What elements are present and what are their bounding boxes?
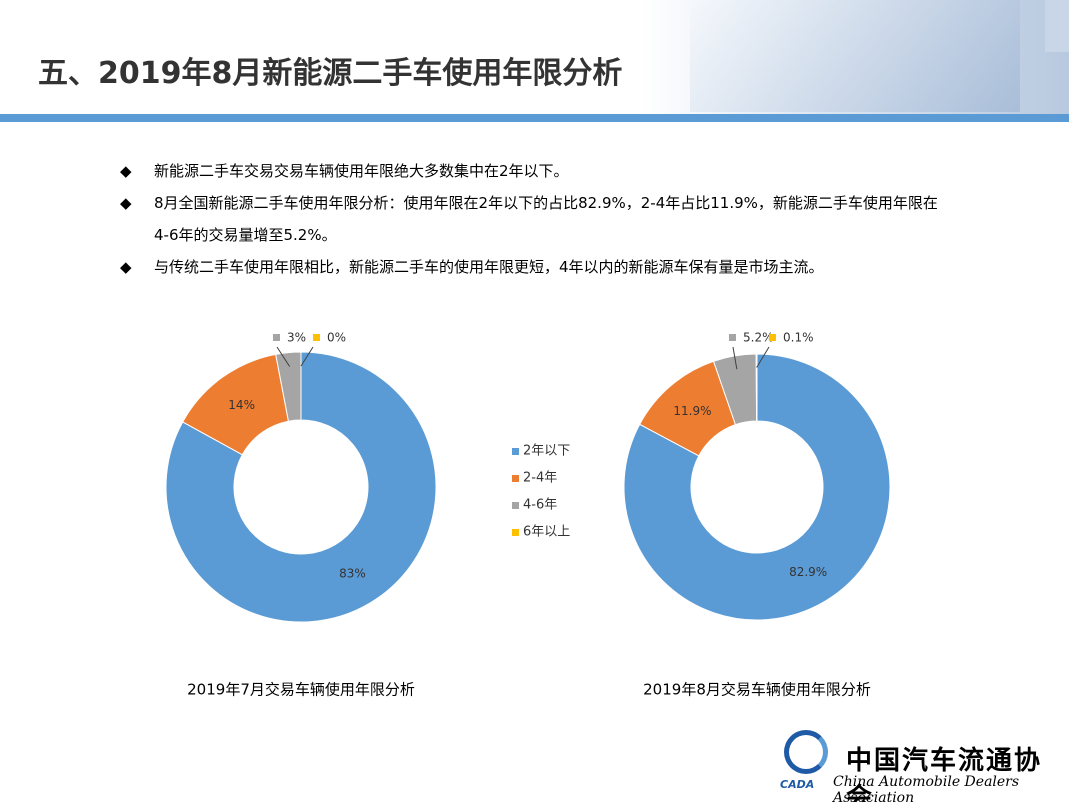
label-key [313, 334, 320, 341]
leader-line [300, 346, 314, 367]
legend-label: 2年以下 [523, 444, 570, 459]
legend-label: 6年以上 [523, 525, 570, 540]
header-image [690, 0, 1020, 112]
legend-key [512, 448, 519, 455]
data-label: 0.1% [783, 331, 814, 345]
header-background [0, 0, 1069, 118]
chart-caption: 2019年8月交易车辆使用年限分析 [643, 681, 871, 699]
leader-line [756, 346, 770, 368]
leader-line [276, 346, 291, 367]
label-key [729, 334, 736, 341]
slide-title: 五、2019年8月新能源二手车使用年限分析 [38, 56, 623, 91]
bullet: 与传统二手车使用年限相比，新能源二手车的使用年限更短，4年以内的新能源车保有量是… [120, 251, 950, 283]
legend-label: 2-4年 [523, 471, 557, 486]
data-label: 14% [228, 398, 255, 412]
slice [623, 353, 891, 621]
leader-line [732, 346, 738, 370]
org-name-en: China Automobile Dealers Association [833, 774, 1020, 802]
bullet: 8月全国新能源二手车使用年限分析：使用年限在2年以下的占比82.9%，2-4年占… [120, 187, 950, 251]
chart-caption: 2019年7月交易车辆使用年限分析 [187, 681, 415, 699]
data-label: 5.2% [743, 331, 774, 345]
header-image [1045, 0, 1069, 52]
slice [165, 351, 437, 623]
logo [784, 730, 828, 774]
org-name: 中国汽车流通协会 [846, 746, 1043, 802]
bullet: 新能源二手车交易交易车辆使用年限绝大多数集中在2年以下。 [120, 155, 950, 187]
data-label: 11.9% [673, 404, 711, 418]
legend-key [512, 529, 519, 536]
logo-abbr: CADA [780, 778, 815, 791]
slice [755, 353, 758, 422]
label-key [769, 334, 776, 341]
data-label: 0% [327, 331, 346, 345]
data-label: 82.9% [789, 565, 827, 579]
bullet-list: 新能源二手车交易交易车辆使用年限绝大多数集中在2年以下。 8月全国新能源二手车使… [120, 155, 950, 283]
data-label: 3% [287, 331, 306, 345]
legend-key [512, 502, 519, 509]
header-bar [0, 114, 1069, 122]
legend-label: 4-6年 [523, 498, 557, 513]
label-key [273, 334, 280, 341]
legend-key [512, 475, 519, 482]
data-label: 83% [339, 566, 366, 580]
